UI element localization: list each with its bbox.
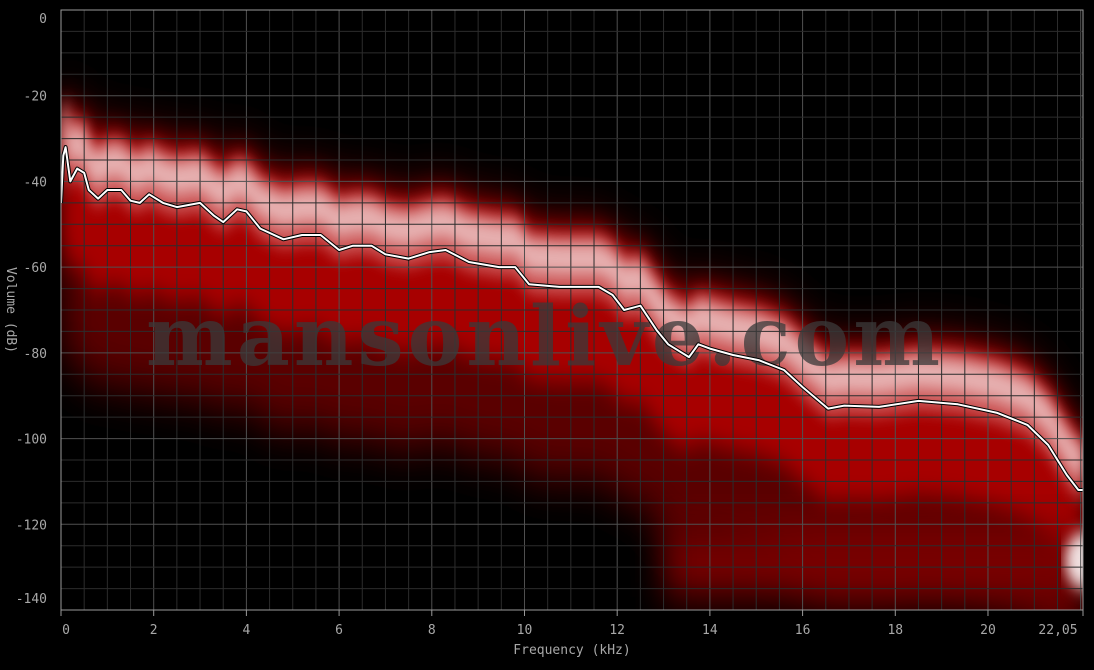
y-axis-label: Volume (dB)	[3, 267, 18, 353]
x-tick-label: 20	[980, 623, 996, 638]
y-tick-label: -100	[16, 433, 47, 448]
y-tick-label: -40	[24, 175, 47, 190]
x-tick-label: 18	[887, 623, 903, 638]
y-tick-label: -20	[24, 90, 47, 105]
series-layer	[61, 145, 1083, 492]
x-tick-label: 10	[517, 623, 533, 638]
x-tick-label: 2	[150, 623, 158, 638]
watermark: mansonlive.com	[146, 289, 944, 385]
x-tick-label: 16	[795, 623, 811, 638]
x-tick-label: 14	[702, 623, 718, 638]
y-tick-label: -120	[16, 518, 47, 533]
x-tick-label: 6	[335, 623, 343, 638]
x-tick-label: 22,05	[1038, 623, 1077, 638]
plot-frame	[60, 9, 1084, 611]
x-tick-label: 0	[62, 623, 70, 638]
density-low-band	[663, 528, 1083, 598]
series-line	[61, 146, 1083, 491]
x-axis: 0 2 4 6 8 10 12 14 16 18 20 22,05	[60, 610, 1084, 638]
density-low-peak	[1065, 532, 1083, 589]
x-tick-label: 12	[609, 623, 625, 638]
y-tick-label: -80	[24, 347, 47, 362]
y-tick-label: -60	[24, 261, 47, 276]
y-axis: 0 -20 -40 -60 -80 -100 -120 -140	[16, 12, 47, 607]
x-tick-label: 4	[242, 623, 250, 638]
density-peak	[61, 104, 1083, 478]
x-tick-label: 8	[428, 623, 436, 638]
grid	[61, 10, 1083, 610]
y-tick-label: 0	[39, 12, 47, 27]
y-tick-label: -140	[16, 592, 47, 607]
x-axis-label: Frequency (kHz)	[513, 643, 630, 658]
